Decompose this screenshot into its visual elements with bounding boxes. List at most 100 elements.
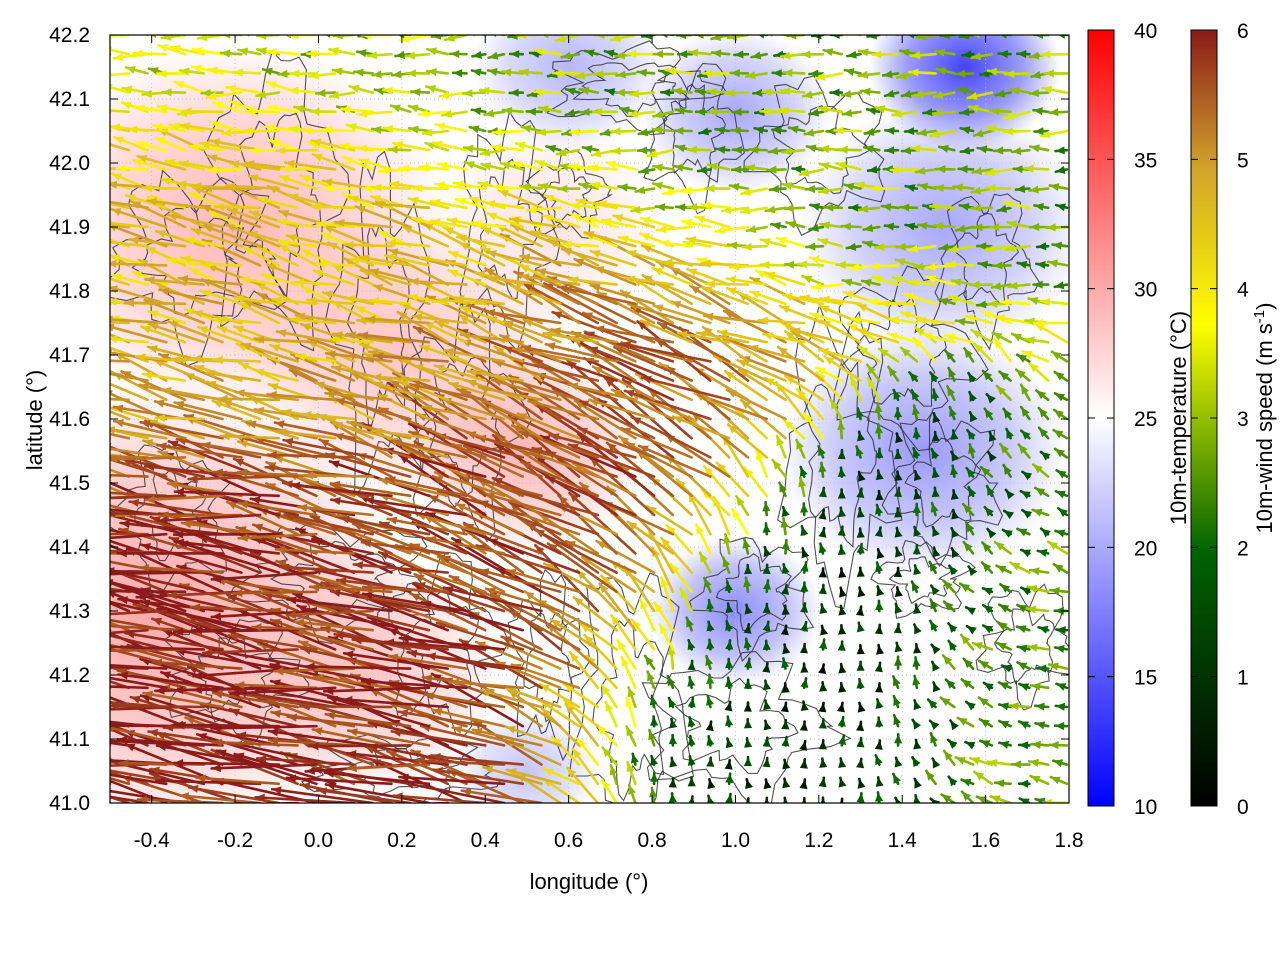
wind-vector — [818, 508, 827, 520]
wind-vector-shaft — [110, 224, 131, 229]
wind-vector — [1046, 540, 1069, 555]
wind-vector — [341, 695, 450, 709]
wind-vector-head — [544, 283, 555, 292]
wind-vector-head — [1031, 740, 1041, 749]
wind-vector — [763, 545, 772, 557]
wind-vector-head — [1055, 448, 1065, 458]
wind-vector-head — [80, 570, 89, 578]
wind-vector — [505, 686, 562, 709]
wind-vector-head — [706, 639, 715, 650]
wind-vector-head — [809, 255, 820, 264]
wind-vector-head — [552, 736, 562, 747]
wind-vector — [315, 260, 356, 269]
wind-vector-shaft — [110, 773, 168, 786]
wind-vector-head — [191, 228, 202, 236]
wind-vector-shaft — [372, 354, 450, 363]
wind-vector-head — [70, 494, 80, 502]
wind-vector-head — [781, 683, 790, 693]
wind-vector-shaft — [736, 291, 787, 325]
wind-vector-shaft — [175, 437, 262, 459]
wind-vector-shaft — [371, 202, 431, 210]
wind-vector-shaft — [370, 375, 431, 382]
wind-vector-head — [333, 421, 344, 430]
wind-vector-shaft — [725, 388, 787, 421]
wind-vector-head — [653, 304, 664, 313]
wind-vector-head — [65, 453, 75, 461]
wind-vector — [556, 284, 637, 306]
wind-vector-shaft — [289, 483, 393, 498]
wind-vector-head — [399, 773, 409, 782]
wind-vector — [775, 434, 787, 459]
wind-vector-head — [704, 312, 714, 321]
wind-vector — [470, 219, 506, 229]
wind-vector-head — [249, 210, 260, 219]
wind-vector-shaft — [523, 590, 581, 632]
wind-vector — [157, 513, 262, 525]
wind-vector — [924, 769, 937, 786]
wind-vector — [676, 330, 731, 344]
wind-vector-head — [330, 480, 341, 489]
wind-vector-head — [1036, 261, 1046, 270]
wind-vector-head — [857, 587, 866, 598]
wind-vector-head — [1021, 384, 1030, 395]
wind-vector-head — [286, 233, 297, 242]
wind-vector — [110, 455, 187, 464]
wind-vector-head — [141, 543, 151, 551]
wind-vector — [205, 380, 262, 402]
wind-vector-shaft — [110, 262, 168, 267]
wind-vector-shaft — [524, 283, 581, 325]
wind-vector-head — [798, 477, 807, 488]
wind-vector-head — [1022, 350, 1033, 359]
wind-vector — [744, 737, 753, 748]
wind-vector-shaft — [158, 513, 243, 518]
wind-vector-shaft — [394, 543, 468, 574]
wind-vector — [386, 750, 468, 786]
wind-vector-shaft — [110, 372, 149, 382]
wind-vector-head — [114, 419, 124, 428]
wind-vector — [950, 546, 960, 559]
wind-vector-head — [347, 764, 357, 773]
wind-vector-head — [6, 613, 15, 621]
wind-vector-head — [152, 617, 163, 626]
wind-vector — [365, 315, 431, 325]
wind-vector-head — [680, 588, 689, 599]
wind-vector-shaft — [582, 356, 675, 402]
wind-vector — [762, 620, 771, 632]
wind-vector-head — [301, 249, 312, 258]
wind-vector-head — [687, 756, 696, 766]
wind-vector — [1004, 488, 1015, 500]
wind-vector-shaft — [110, 601, 131, 613]
wind-vector-head — [914, 624, 922, 635]
wind-vector-head — [838, 683, 847, 693]
wind-vector-head — [524, 591, 535, 600]
wind-vector — [274, 545, 356, 555]
wind-vector-head — [763, 700, 772, 711]
wind-vector — [950, 429, 959, 440]
wind-vector — [232, 589, 318, 598]
wind-vector-head — [1055, 393, 1065, 402]
wind-vector-shaft — [139, 420, 224, 440]
wind-vector — [195, 774, 281, 786]
wind-vector-head — [83, 507, 93, 515]
wind-vector — [857, 470, 866, 482]
wind-vector-shaft — [504, 725, 562, 747]
wind-vector-head — [912, 675, 921, 686]
wind-vector-head — [780, 702, 789, 713]
wind-vector — [550, 327, 618, 344]
wind-vector-head — [905, 222, 916, 231]
wind-vector-head — [876, 586, 885, 597]
wind-vector-head — [951, 548, 960, 559]
wind-vector-head — [701, 259, 711, 268]
wind-vector-head — [913, 739, 922, 750]
wind-vector-head — [35, 660, 45, 668]
wind-vector-shaft — [227, 634, 318, 651]
wind-vector-head — [735, 408, 745, 418]
wind-vector-shaft — [535, 598, 600, 632]
wind-vector — [110, 206, 112, 210]
wind-vector-head — [893, 773, 901, 784]
wind-vector — [995, 384, 1012, 402]
wind-vector-head — [743, 719, 753, 729]
wind-vector-head — [837, 641, 846, 651]
wind-vector-head — [806, 242, 816, 251]
wind-vector-head — [911, 581, 920, 592]
